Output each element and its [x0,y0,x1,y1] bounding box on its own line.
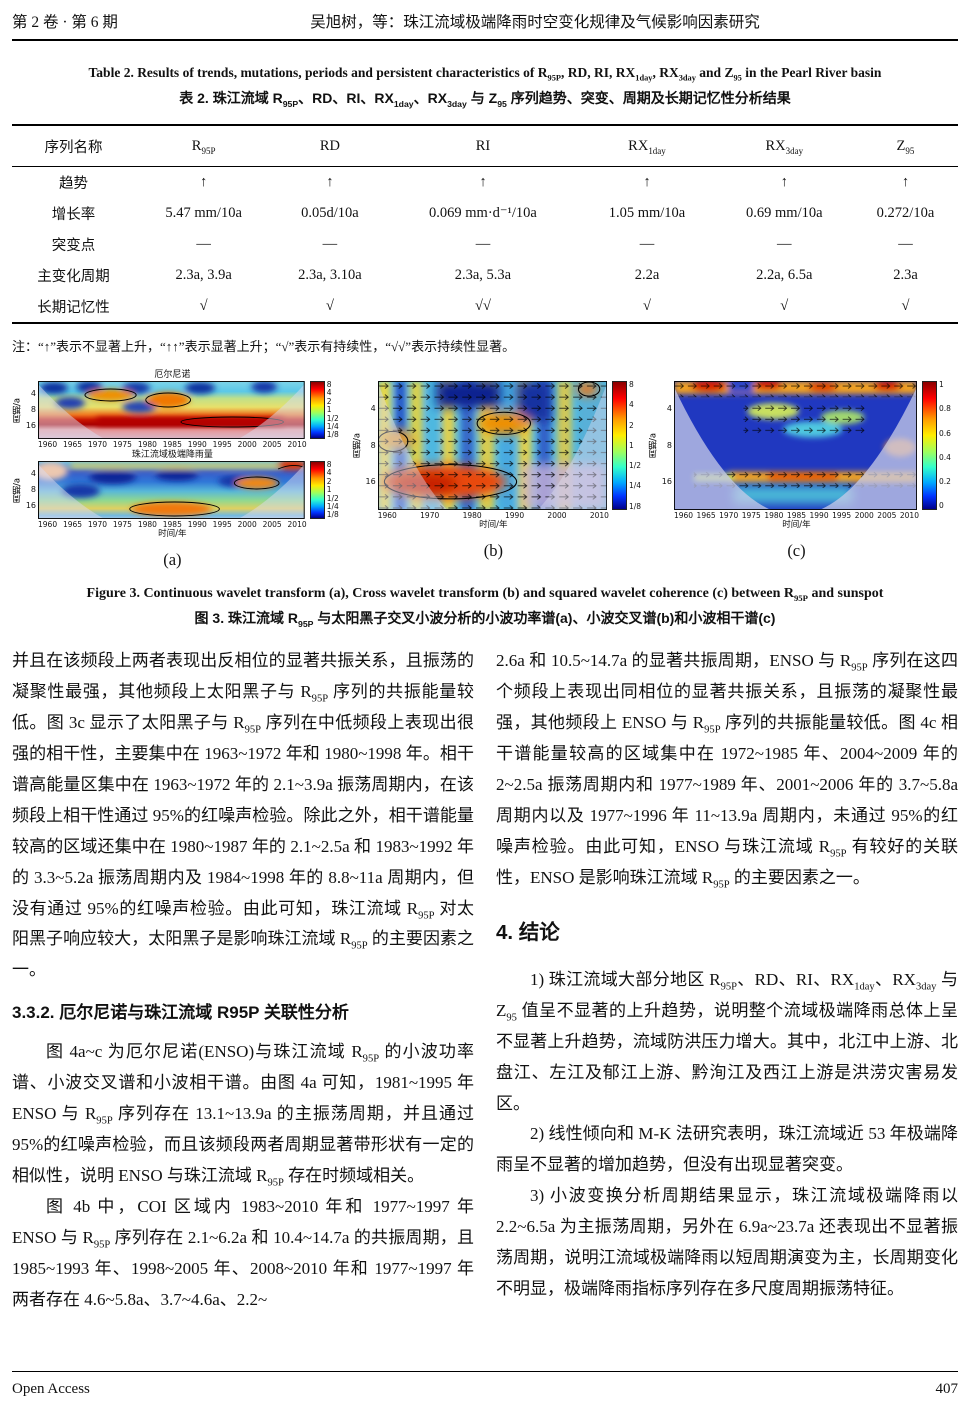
colorbar [922,381,937,510]
panel-c-wavelet-coherence: 周期/a 4 8 16 [648,369,958,561]
table-row-long-term-memory: 长期记忆性 √ √ √√ √ √ √ [37,298,910,316]
panel-a-letter: (a) [163,550,182,569]
left-column: 并且在该频段上两者表现出反相位的显著共振关系，且振荡的凝聚性最强，其他频段上太阳… [12,646,474,1316]
journal-issue: 第 2 卷 · 第 6 期 [12,14,118,31]
figure-caption-en: Figure 3. Continuous wavelet transform (… [86,586,884,603]
paragraph: 图 4a~c 为厄尔尼诺(ENSO)与珠江流域 R95P 的小波功率谱、小波交叉… [12,1042,475,1189]
paragraph: 并且在该频段上两者表现出反相位的显著共振关系，且振荡的凝聚性最强，其他频段上太阳… [12,651,475,980]
x-axis-ticks: 1960 1965 1970 1975 1980 1985 1990 1995 2000 2005… [38,440,307,449]
x-axis-label: 时间/年 [782,520,811,530]
figure-caption-zh: 图 3. 珠江流域 R95P 与太阳黑子交叉小波分析的小波功率谱(a)、小波交叉… [194,610,776,629]
page-footer: Open Access 407 [12,1371,958,1414]
table-caption-en: Table 2. Results of trends, mutations, p… [88,65,882,83]
table-row-growth-rate: 增长率 5.47 mm/10a 0.05d/10a 0.069 mm·d⁻¹/10a 1… [51,205,935,223]
x-axis-ticks: 1960 1970 1980 1990 2000 2010 [377,511,609,520]
figure-caption: Figure 3. Continuous wavelet transform (… [12,586,958,628]
x-axis-label: 时间/年 [158,529,187,539]
y-axis-label: 周期/a [352,432,363,459]
table-row-main-period: 主变化周期 2.3a, 3.9a 2.3a, 3.10a 2.3a, 5.3a 2.2a… [37,267,918,285]
table-caption: Table 2. Results of trends, mutations, p… [12,65,958,108]
panel-b-letter: (b) [483,541,503,560]
col-rd: RD [272,125,388,167]
body-columns: 并且在该频段上两者表现出反相位的显著共振关系，且振荡的凝聚性最强，其他频段上太阳… [12,646,958,1316]
col-series-name: 序列名称 [12,125,135,167]
colorbar [611,381,627,510]
x-axis-label: 时间/年 [479,520,508,530]
y-axis-ticks: 4 8 16 [25,388,36,431]
heatmap-cross-wavelet [377,381,607,510]
y-axis-ticks: 4 8 16 [661,404,672,486]
paragraph: 3) 小波变换分析周期结果显示，珠江流域极端降雨以 2.2~6.5a 为主振荡周… [496,1186,958,1299]
x-axis-ticks: 1960 1965 1970 1975 1980 1985 1990 1995 2000 2005… [38,520,307,529]
paragraph: 2.6a 和 10.5~14.7a 的显著共振周期，ENSO 与 R95P 序列… [496,651,959,890]
y-axis-ticks: 4 8 16 [365,404,376,486]
table-note: 注：“↑”表示不显著上升，“↑↑”表示显著上升；“√”表示有持续性，“√√”表示… [12,339,516,354]
right-column: 2.6a 和 10.5~14.7a 的显著共振周期，ENSO 与 R95P 序列… [496,646,958,1316]
table-header-row: 序列名称 R95P RD RI RX1day RX3day Z95 [12,125,958,167]
heatmap-extreme-rainfall [38,461,305,519]
panel-a-top-title: 厄尔尼诺 [154,370,191,380]
running-title: 吴旭树，等：珠江流域极端降雨时空变化规律及气候影响因素研究 [310,14,760,31]
x-axis-ticks: 1960 1965 1970 1975 1980 1985 1990 1995 2000 2005… [673,511,919,520]
colorbar [309,461,325,519]
paragraph: 图 4b 中，COI 区域内 1983~2010 年和 1977~1997 年 … [12,1196,474,1309]
results-table: 序列名称 R95P RD RI RX1day RX3day Z95 趋势 ↑ ↑ ↑ ↑… [12,124,958,324]
page-header: 第 2 卷 · 第 6 期 吴旭树，等：珠江流域极端降雨时空变化规律及气候影响因… [12,8,958,41]
panel-c-letter: (c) [787,541,806,560]
y-axis-label: 周期/a [12,477,23,503]
heatmap-wavelet-coherence [673,381,917,510]
open-access-label: Open Access [12,1381,90,1397]
figure-3: 厄尔尼诺 周期/a 4 8 16 [12,369,958,628]
section-heading-3-3-2: 3.3.2. 厄尔尼诺与珠江流域 R95P 关联性分析 [12,1003,349,1023]
col-rx3day: RX3day [715,125,853,167]
col-ri: RI [387,125,579,167]
paragraph: 1) 珠江流域大部分地区 R95P、RD、RI、RX1day、RX3day 与 … [496,969,959,1113]
paragraph: 2) 线性倾向和 M-K 法研究表明，珠江流域近 53 年极端降雨呈不显著的增加… [496,1124,958,1175]
col-z95: Z95 [852,125,958,167]
col-r95p: R95P [134,125,273,167]
page-number: 407 [935,1381,959,1397]
colorbar-labels: 8 4 2 1 1/2 1/4 1/8 [326,380,339,440]
colorbar-labels: 8 4 2 1 1/2 1/4 1/8 [326,460,339,520]
panel-a-wavelet-power: 厄尔尼诺 周期/a 4 8 16 [12,369,346,570]
panel-b-cross-wavelet: 周期/a 4 8 16 [352,369,648,561]
y-axis-ticks: 4 8 16 [25,468,36,511]
table-row-mutation-point: 突变点 — — — — — — [51,236,913,254]
y-axis-label: 周期/a [12,397,23,423]
y-axis-label: 周期/a [648,432,659,459]
colorbar-labels: 8 4 2 1 1/2 1/4 1/8 [628,380,642,511]
col-rx1day: RX1day [578,125,716,167]
table-caption-zh: 表 2. 珠江流域 R95P、RD、RI、RX1day、RX3day 与 Z95… [179,90,791,109]
colorbar-labels: 1 0.8 0.6 0.4 0.2 0 [939,380,951,511]
table-row-trend: 趋势 ↑ ↑ ↑ ↑ ↑ ↑ [58,174,910,192]
colorbar [309,381,325,439]
panel-a-bottom-title: 珠江流域极端降雨量 [131,450,213,460]
section-heading-conclusion: 4. 结论 [496,920,560,944]
heatmap-sunspot-enso [38,381,305,439]
